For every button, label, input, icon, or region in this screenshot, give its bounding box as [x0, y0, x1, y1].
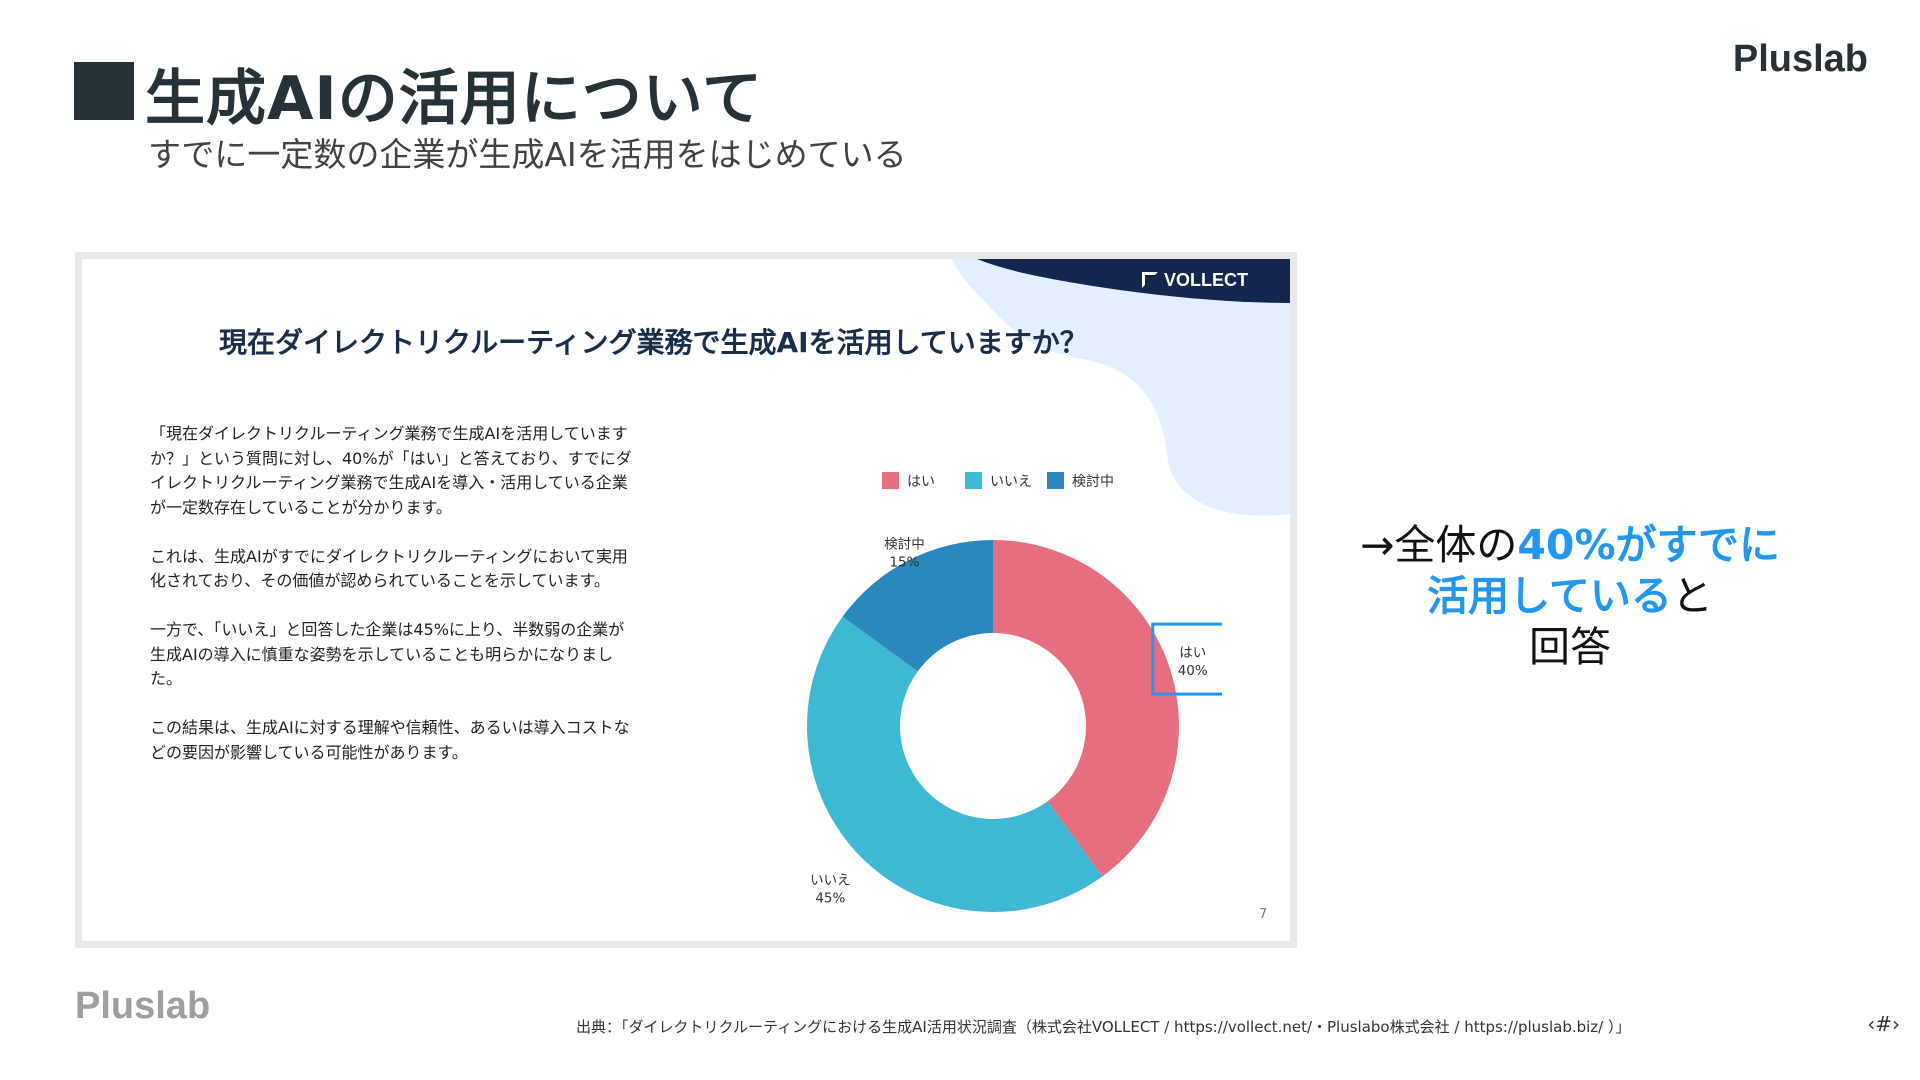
slice-label-name: はい: [1179, 645, 1206, 661]
vollect-mark-icon: [1142, 272, 1158, 288]
brand-logo-top: Pluslab: [1732, 38, 1868, 80]
donut-slice-3: [842, 540, 993, 672]
slice-label-value: 45%: [815, 891, 845, 907]
callout-prefix: →全体の: [1360, 521, 1518, 569]
legend-label: はい: [907, 474, 935, 490]
page-title: 生成AIの活用について: [145, 64, 763, 134]
slice-label-2: いいえ 45%: [810, 873, 851, 907]
legend-label: 検討中: [1072, 474, 1114, 490]
legend-item-2: いいえ: [965, 472, 1032, 490]
slide-body-text: 「現在ダイレクトリクルーティング業務で生成AIを活用していますか？」という質問に…: [150, 422, 640, 790]
background-blob: [952, 259, 1290, 516]
callout-last: 回答: [1529, 623, 1611, 671]
slice-label-name: 検討中: [884, 536, 925, 552]
callout-highlight-2: 活用している: [1427, 572, 1672, 620]
slide-page-number: 7: [1259, 907, 1268, 922]
legend-swatch: [882, 472, 899, 489]
legend-item-3: 検討中: [1047, 472, 1114, 490]
slice-label-value: 15%: [889, 554, 919, 570]
slide-title: 現在ダイレクトリクルーティング業務で生成AIを活用していますか？: [219, 326, 1088, 359]
legend-swatch: [965, 472, 982, 489]
source-citation: 出典：「ダイレクトリクルーティングにおける生成AI活用状況調査（株式会社VOLL…: [576, 1018, 1631, 1036]
vollect-logo: VOLLECT: [1142, 267, 1248, 293]
legend-label: いいえ: [990, 474, 1032, 490]
legend-item-1: はい: [882, 472, 935, 490]
donut-slice-2: [807, 616, 1103, 913]
embedded-slide-frame: VOLLECT 現在ダイレクトリクルーティング業務で生成AIを活用していますか？…: [75, 252, 1297, 948]
legend-swatch: [1047, 472, 1064, 489]
brand-logo-bottom: Pluslab: [75, 985, 211, 1027]
page-subtitle: すでに一定数の企業が生成AIを活用をはじめている: [148, 135, 907, 174]
embedded-slide: VOLLECT 現在ダイレクトリクルーティング業務で生成AIを活用していますか？…: [82, 259, 1290, 941]
slice-label-3: 検討中 15%: [884, 536, 925, 570]
vollect-logo-text: VOLLECT: [1164, 269, 1248, 290]
callout-highlight-1: 40%がすでに: [1517, 521, 1780, 569]
donut-slice-1: [993, 540, 1179, 877]
slice-label-name: いいえ: [810, 873, 851, 889]
body-paragraph-1: 「現在ダイレクトリクルーティング業務で生成AIを活用していますか？」という質問に…: [150, 424, 632, 517]
page-marker: ‹#›: [1867, 1012, 1900, 1036]
title-marker: [74, 62, 134, 120]
highlight-box: [1151, 622, 1222, 696]
body-paragraph-3: 一方で、「いいえ」と回答した企業は45%に上り、半数弱の企業が生成AIの導入に慎…: [150, 620, 625, 688]
callout-suffix: と: [1671, 572, 1713, 620]
summary-callout: →全体の40%がすでに 活用していると 回答: [1340, 520, 1800, 673]
body-paragraph-4: この結果は、生成AIに対する理解や信頼性、あるいは導入コストなどの要因が影響して…: [150, 718, 630, 762]
slice-label-1: はい 40%: [1178, 645, 1208, 679]
slice-label-value: 40%: [1178, 663, 1208, 679]
body-paragraph-2: これは、生成AIがすでにダイレクトリクルーティングにおいて実用化されており、その…: [150, 546, 628, 591]
